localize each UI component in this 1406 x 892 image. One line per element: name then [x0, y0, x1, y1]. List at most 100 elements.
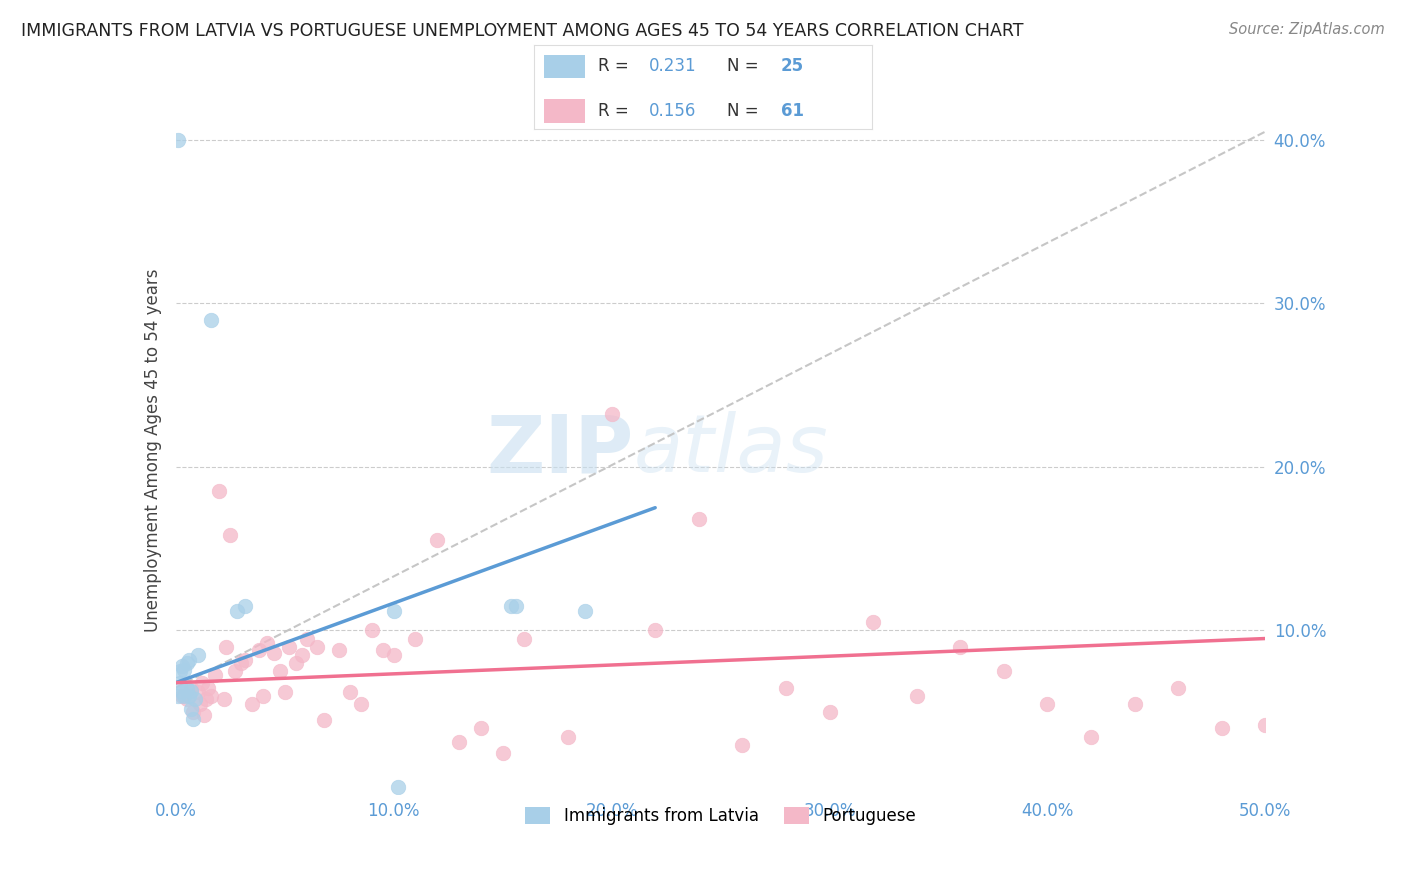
Text: 25: 25 [780, 57, 804, 75]
Point [1254, 718, 1277, 732]
Point [212, 692, 235, 706]
Point [224, 664, 246, 679]
Point [1167, 681, 1189, 695]
Point [186, 685, 209, 699]
Point [505, 599, 527, 613]
Point [215, 640, 238, 654]
Point [176, 656, 198, 670]
Point [731, 738, 754, 752]
Point [193, 708, 215, 723]
Text: 0.156: 0.156 [650, 102, 696, 120]
Point [360, 624, 382, 638]
Text: 0.231: 0.231 [650, 57, 696, 75]
Text: atlas: atlas [633, 411, 828, 490]
Point [284, 656, 307, 670]
Point [1080, 730, 1102, 744]
Point [1211, 722, 1233, 736]
Point [295, 632, 318, 646]
Point [312, 714, 335, 728]
Bar [544, 99, 585, 122]
Point [492, 746, 515, 760]
Point [181, 712, 204, 726]
Point [263, 646, 285, 660]
Point [231, 656, 253, 670]
Text: IMMIGRANTS FROM LATVIA VS PORTUGUESE UNEMPLOYMENT AMONG AGES 45 TO 54 YEARS CORR: IMMIGRANTS FROM LATVIA VS PORTUGUESE UNE… [21, 22, 1024, 40]
Point [191, 675, 214, 690]
Point [252, 689, 274, 703]
Point [269, 664, 291, 679]
Point [339, 685, 361, 699]
Point [600, 408, 623, 422]
Point [247, 643, 270, 657]
Point [574, 604, 596, 618]
Point [382, 604, 405, 618]
Point [291, 648, 314, 662]
Point [219, 528, 242, 542]
Point [557, 730, 579, 744]
Point [235, 653, 257, 667]
Point [1036, 697, 1059, 711]
Point [256, 636, 278, 650]
Point [181, 705, 204, 719]
Point [235, 599, 257, 613]
Point [172, 689, 194, 703]
Point [208, 484, 231, 499]
Point [818, 705, 841, 719]
Point [405, 632, 427, 646]
Point [200, 689, 222, 703]
Point [993, 664, 1015, 679]
Point [167, 689, 190, 703]
Text: N =: N = [727, 102, 763, 120]
Bar [544, 54, 585, 78]
Point [173, 689, 195, 703]
Point [180, 702, 202, 716]
Point [350, 697, 373, 711]
Point [447, 734, 470, 748]
Point [328, 643, 350, 657]
Point [184, 692, 207, 706]
Point [177, 689, 200, 703]
Point [513, 632, 536, 646]
Point [180, 683, 202, 698]
Legend: Immigrants from Latvia, Portuguese: Immigrants from Latvia, Portuguese [517, 799, 924, 834]
Point [225, 604, 247, 618]
Point [200, 312, 222, 326]
Point [173, 663, 195, 677]
Point [188, 697, 211, 711]
Point [426, 533, 449, 548]
Point [905, 689, 928, 703]
Point [172, 659, 194, 673]
Point [274, 685, 297, 699]
Point [176, 682, 198, 697]
Point [382, 648, 405, 662]
Point [775, 681, 797, 695]
Text: 61: 61 [780, 102, 804, 120]
Point [176, 692, 198, 706]
Point [371, 643, 394, 657]
Point [197, 681, 219, 695]
Point [644, 624, 666, 638]
Point [949, 640, 972, 654]
Text: N =: N = [727, 57, 763, 75]
Text: ZIP: ZIP [486, 411, 633, 490]
Point [172, 685, 194, 699]
Text: Source: ZipAtlas.com: Source: ZipAtlas.com [1229, 22, 1385, 37]
Point [387, 780, 409, 795]
Y-axis label: Unemployment Among Ages 45 to 54 years: Unemployment Among Ages 45 to 54 years [143, 268, 162, 632]
Point [470, 722, 492, 736]
Point [204, 667, 226, 681]
Point [278, 640, 301, 654]
Point [177, 653, 200, 667]
Point [180, 681, 202, 695]
Point [307, 640, 329, 654]
Text: R =: R = [599, 102, 634, 120]
Point [169, 675, 191, 690]
Point [688, 512, 710, 526]
Point [240, 697, 263, 711]
Point [169, 664, 191, 679]
Point [501, 599, 523, 613]
Point [1123, 697, 1146, 711]
Point [167, 133, 190, 147]
Text: R =: R = [599, 57, 634, 75]
Point [862, 615, 884, 630]
